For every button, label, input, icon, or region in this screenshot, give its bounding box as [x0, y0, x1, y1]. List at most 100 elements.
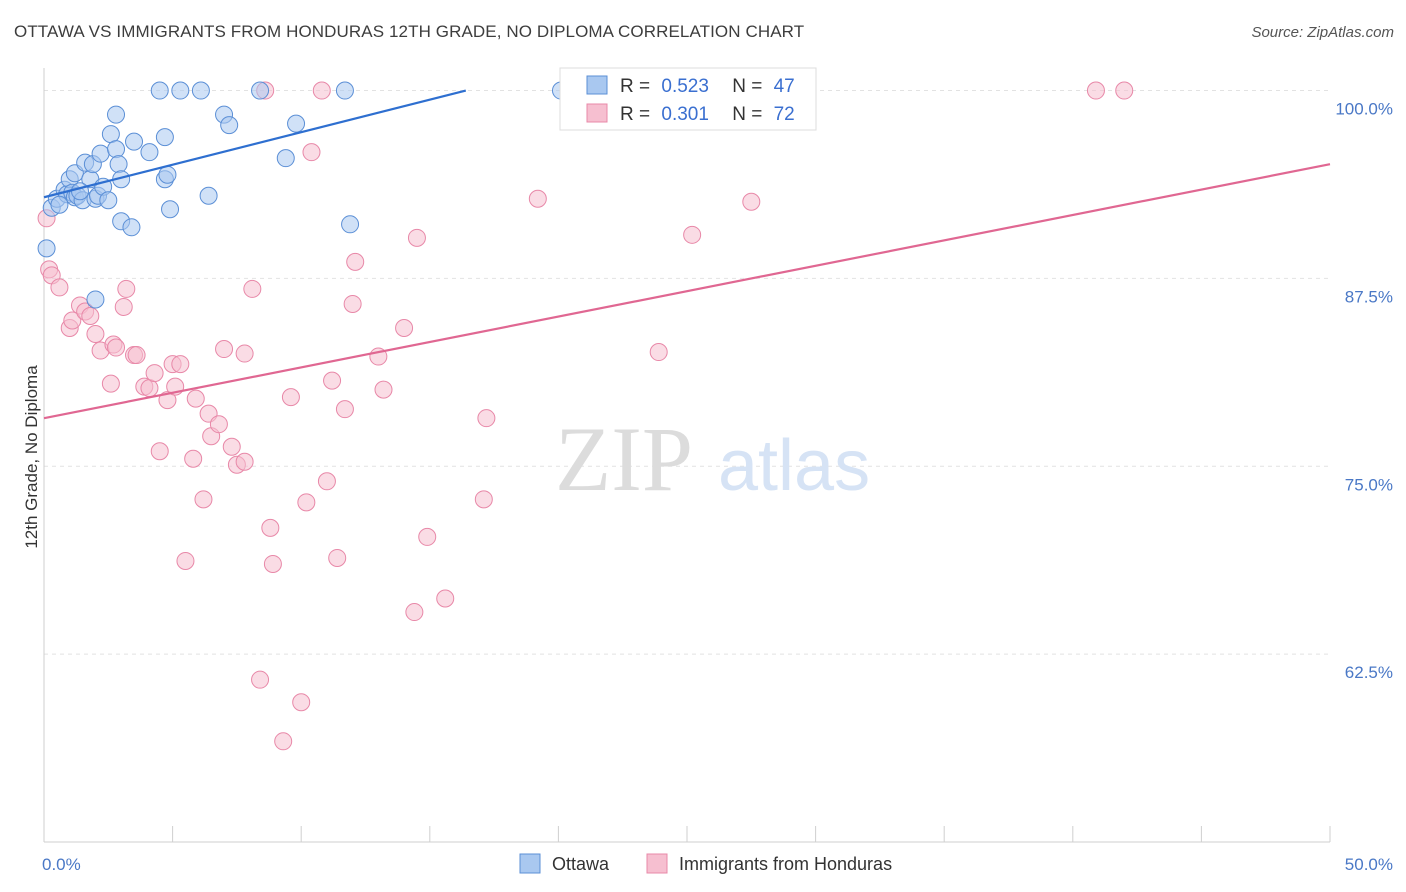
point-ottawa-38: [220, 116, 239, 135]
point-ottawa-20: [101, 125, 120, 144]
y-tick-label-3: 62.5%: [1345, 663, 1393, 682]
point-honduras-63: [477, 409, 496, 428]
point-honduras-22: [158, 391, 177, 410]
watermark-atlas: atlas: [718, 426, 870, 506]
point-honduras-59: [407, 228, 426, 247]
chart-title: OTTAWA VS IMMIGRANTS FROM HONDURAS 12TH …: [14, 22, 805, 41]
point-honduras-52: [335, 400, 354, 419]
legend-honduras-r-value: 0.301: [661, 104, 709, 125]
series-ottawa: [37, 81, 570, 309]
point-honduras-29: [194, 490, 213, 509]
point-ottawa-41: [287, 114, 306, 133]
point-honduras-41: [261, 518, 280, 537]
point-honduras-64: [528, 189, 547, 208]
point-honduras-67: [742, 192, 761, 211]
x-tick-marks: [43, 826, 1331, 842]
point-honduras-46: [297, 493, 316, 512]
point-honduras-5: [63, 311, 82, 330]
point-honduras-47: [302, 143, 321, 162]
point-honduras-25: [171, 355, 190, 374]
trend-lines: [43, 89, 1331, 420]
point-ottawa-22: [107, 140, 126, 159]
point-honduras-20: [145, 364, 164, 383]
point-honduras-13: [107, 338, 126, 357]
legend-honduras-swatch: [586, 103, 608, 123]
point-honduras-19: [140, 379, 159, 398]
point-ottawa-0: [37, 239, 56, 258]
y-tick-label-2: 75.0%: [1345, 475, 1393, 494]
stats-legend: R = 0.523 N = 47 R = 0.301 N = 72: [559, 67, 817, 131]
point-honduras-36: [235, 452, 254, 471]
legend-ottawa-swatch: [586, 75, 608, 95]
point-honduras-38: [243, 279, 262, 298]
y-tick-label-1: 87.5%: [1345, 287, 1393, 306]
point-ottawa-32: [161, 200, 180, 219]
legend-ottawa-r-label: R =: [620, 76, 650, 97]
point-honduras-45: [292, 693, 311, 712]
point-ottawa-16: [91, 144, 110, 163]
legend-honduras-r-label: R =: [620, 104, 650, 125]
point-honduras-65: [649, 343, 668, 362]
svg-text:R = 0.523 N =: R = 0.523 N = 47: [620, 76, 795, 97]
point-honduras-50: [323, 371, 342, 390]
point-honduras-17: [127, 346, 146, 365]
legend-ottawa-n-label: N =: [732, 76, 762, 97]
point-honduras-37: [235, 344, 254, 363]
point-honduras-57: [395, 319, 414, 338]
point-honduras-8: [81, 306, 100, 325]
point-honduras-32: [209, 415, 228, 434]
y-tick-label-0: 100.0%: [1335, 100, 1393, 119]
point-honduras-42: [263, 554, 282, 573]
legend-ottawa-r-value: 0.523: [661, 76, 709, 97]
point-ottawa-36: [199, 186, 218, 205]
series-immigrants-from-honduras: [37, 81, 1134, 751]
point-ottawa-33: [150, 81, 169, 100]
gridlines: [44, 90, 1330, 655]
point-honduras-33: [215, 340, 234, 359]
watermark-zip: ZIP: [555, 408, 693, 510]
point-honduras-3: [50, 278, 69, 297]
point-ottawa-39: [251, 81, 270, 100]
bottom-legend-ottawa-label: Ottawa: [552, 854, 610, 874]
point-ottawa-40: [276, 149, 295, 168]
point-honduras-54: [346, 252, 365, 271]
point-ottawa-43: [341, 215, 360, 234]
point-ottawa-42: [335, 81, 354, 100]
point-honduras-28: [186, 389, 205, 408]
x-tick-label-1: 50.0%: [1345, 855, 1393, 874]
point-honduras-34: [222, 437, 241, 456]
point-honduras-70: [1086, 81, 1105, 100]
legend-honduras-n-label: N =: [732, 104, 762, 125]
point-ottawa-27: [125, 132, 144, 151]
point-honduras-51: [328, 548, 347, 567]
point-honduras-15: [117, 279, 136, 298]
point-honduras-39: [251, 670, 270, 689]
point-ottawa-23: [109, 155, 128, 174]
svg-text:R = 0.301 N =: R = 0.301 N = 72: [620, 104, 795, 125]
point-honduras-62: [474, 490, 493, 509]
point-ottawa-45: [50, 195, 69, 214]
bottom-legend-honduras-swatch: [646, 853, 668, 874]
point-ottawa-46: [71, 182, 90, 201]
point-honduras-27: [184, 449, 203, 468]
watermark: ZIP atlas: [555, 408, 870, 510]
point-honduras-61: [436, 589, 455, 608]
point-honduras-9: [86, 325, 105, 344]
trend-line-ottawa: [43, 89, 467, 199]
point-honduras-53: [343, 294, 362, 313]
point-honduras-48: [312, 81, 331, 100]
legend-honduras-n-value: 72: [774, 104, 795, 125]
point-honduras-11: [101, 374, 120, 393]
point-honduras-66: [683, 225, 702, 244]
point-ottawa-26: [122, 218, 141, 237]
point-honduras-60: [418, 527, 437, 546]
point-honduras-44: [281, 388, 300, 407]
point-ottawa-34: [171, 81, 190, 100]
point-honduras-71: [1115, 81, 1134, 100]
x-tick-labels: 0.0% 50.0%: [42, 855, 1393, 874]
point-honduras-58: [405, 603, 424, 622]
x-tick-label-0: 0.0%: [42, 855, 81, 874]
bottom-legend-honduras-label: Immigrants from Honduras: [679, 854, 892, 874]
legend-ottawa-n-value: 47: [774, 76, 795, 97]
